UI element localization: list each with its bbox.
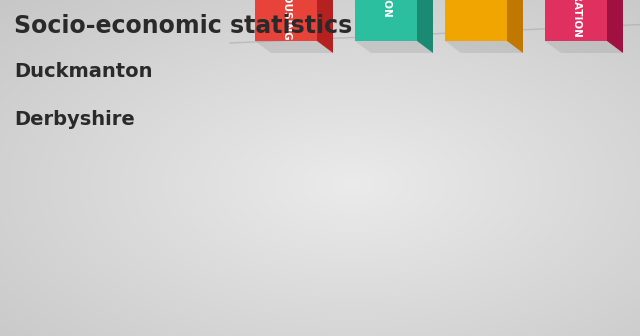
- Polygon shape: [445, 0, 507, 41]
- Text: IMMIGRATION: IMMIGRATION: [571, 0, 581, 38]
- Polygon shape: [607, 0, 623, 53]
- Polygon shape: [507, 0, 523, 53]
- Text: Duckmanton: Duckmanton: [14, 62, 152, 81]
- Polygon shape: [255, 41, 333, 53]
- Polygon shape: [445, 41, 523, 53]
- Text: Socio-economic statistics: Socio-economic statistics: [14, 14, 352, 38]
- Polygon shape: [545, 0, 607, 41]
- Polygon shape: [355, 41, 433, 53]
- Polygon shape: [545, 41, 623, 53]
- Text: EDUCATION: EDUCATION: [381, 0, 391, 17]
- Polygon shape: [255, 0, 317, 41]
- Text: HOUSING: HOUSING: [281, 0, 291, 41]
- Text: Derbyshire: Derbyshire: [14, 110, 135, 129]
- Polygon shape: [355, 0, 417, 41]
- Polygon shape: [317, 0, 333, 53]
- Polygon shape: [417, 0, 433, 53]
